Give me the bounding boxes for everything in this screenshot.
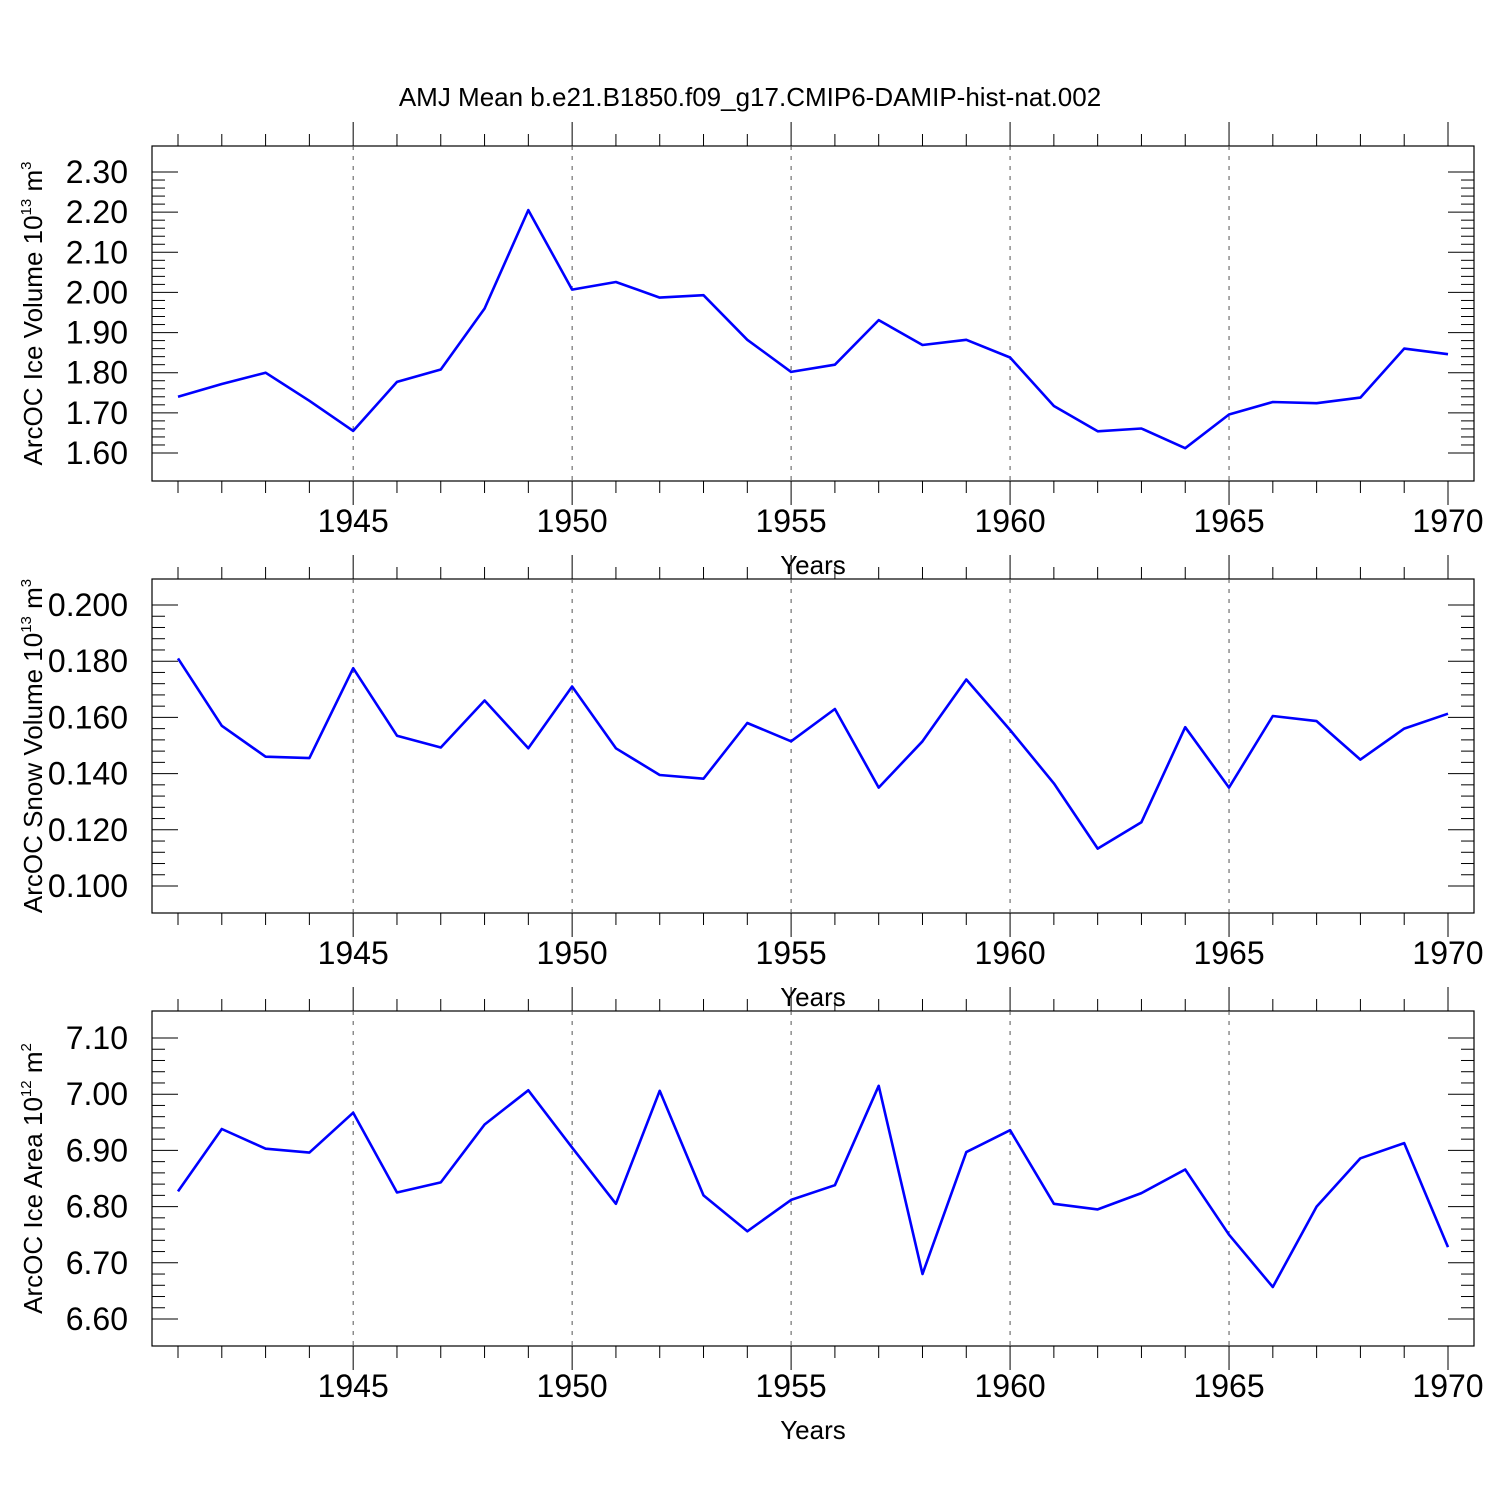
y-axis-title: ArcOC Ice Area 1012 m2 — [18, 1043, 48, 1314]
y-tick-label: 0.180 — [48, 643, 128, 679]
y-tick-label: 7.00 — [66, 1076, 128, 1112]
y-tick-label: 6.60 — [66, 1301, 128, 1337]
y-tick-label: 2.20 — [66, 194, 128, 230]
x-axis-title: Years — [780, 1415, 846, 1445]
y-tick-label: 0.200 — [48, 587, 128, 623]
x-tick-label: 1955 — [756, 935, 827, 971]
plot-frame — [151, 578, 1475, 914]
y-axis-title: ArcOC Snow Volume 1013 m3 — [18, 579, 48, 913]
series-line — [177, 208, 1449, 450]
y-tick-label: 1.80 — [66, 355, 128, 391]
plot-frame — [151, 145, 1475, 482]
x-tick-label: 1960 — [974, 935, 1045, 971]
y-tick-label: 0.160 — [48, 699, 128, 735]
x-tick-label: 1970 — [1412, 503, 1483, 539]
x-axis-title: Years — [780, 982, 846, 1012]
x-tick-label: 1965 — [1193, 1368, 1264, 1404]
x-tick-label: 1950 — [537, 935, 608, 971]
panel-2: 0.100 0.120 0.140 0.160 0.180 0.200 1945 1950 19… — [18, 555, 1484, 1012]
y-tick-label: 6.70 — [66, 1245, 128, 1281]
y-tick-label: 0.120 — [48, 812, 128, 848]
y-axis-title: ArcOC Ice Volume 1013 m3 — [18, 162, 48, 466]
x-tick-label: 1945 — [318, 503, 389, 539]
series-line — [176, 657, 1449, 850]
panel-1: 1.60 1.70 1.80 1.90 2.00 2.10 2.20 2.30 1945 1950… — [18, 122, 1484, 580]
x-tick-label: 1945 — [318, 1368, 389, 1404]
x-tick-label: 1955 — [756, 1368, 827, 1404]
x-tick-label: 1960 — [974, 1368, 1045, 1404]
x-tick-label: 1950 — [537, 1368, 608, 1404]
x-tick-label: 1965 — [1193, 935, 1264, 971]
y-tick-label: 7.10 — [66, 1020, 128, 1056]
panel-3: 6.60 6.70 6.80 6.90 7.00 7.10 1945 1950 1955 1960… — [18, 987, 1484, 1445]
plot-frame — [151, 1010, 1475, 1347]
x-tick-label: 1970 — [1412, 935, 1483, 971]
x-tick-label: 1965 — [1193, 503, 1264, 539]
y-tick-label: 2.00 — [66, 274, 128, 310]
y-tick-label: 1.90 — [66, 315, 128, 351]
x-tick-label: 1960 — [974, 503, 1045, 539]
y-tick-label: 2.10 — [66, 234, 128, 270]
y-tick-label: 2.30 — [66, 154, 128, 190]
y-tick-label: 1.60 — [66, 435, 128, 471]
x-axis-title: Years — [780, 550, 846, 580]
y-tick-label: 0.100 — [48, 868, 128, 904]
series-line — [176, 1084, 1450, 1289]
x-tick-label: 1950 — [537, 503, 608, 539]
y-tick-label: 6.90 — [66, 1132, 128, 1168]
chart-title: AMJ Mean b.e21.B1850.f09_g17.CMIP6-DAMIP… — [399, 82, 1101, 112]
y-tick-label: 1.70 — [66, 395, 128, 431]
chart-panels: 1.60 1.70 1.80 1.90 2.00 2.10 2.20 2.30 1945 1950… — [18, 122, 1484, 1445]
y-tick-label: 6.80 — [66, 1189, 128, 1225]
x-tick-label: 1955 — [756, 503, 827, 539]
x-tick-label: 1970 — [1412, 1368, 1483, 1404]
y-tick-label: 0.140 — [48, 756, 128, 792]
x-tick-label: 1945 — [318, 935, 389, 971]
